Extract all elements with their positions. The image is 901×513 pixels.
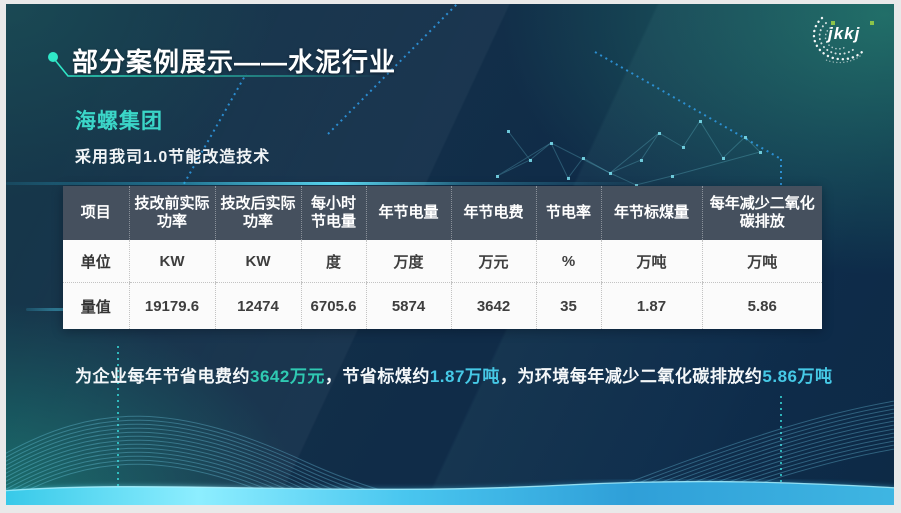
conclusion-segment: ，节省标煤约: [324, 367, 430, 386]
plexus-decoration: [496, 120, 762, 187]
table-header-row: 项目 技改前实际功率 技改后实际功率 每小时节电量 年节电量 年节电费 节电率 …: [63, 186, 822, 240]
unit-cell: KW: [214, 240, 301, 283]
header-cell: 每年减少二氧化碳排放: [701, 186, 822, 240]
logo-text: jkkj: [828, 24, 861, 43]
title-accent-icon: [48, 52, 380, 77]
unit-cell: 万元: [450, 240, 536, 283]
unit-cell: %: [535, 240, 601, 283]
unit-cell: KW: [128, 240, 215, 283]
unit-cell: 万度: [365, 240, 451, 283]
company-name: 海螺集团: [75, 110, 163, 133]
value-cell: 3642: [450, 282, 536, 329]
unit-cell: 万吨: [600, 240, 702, 283]
unit-cell: 度: [300, 240, 366, 283]
header-cell: 节电率: [535, 186, 601, 240]
case-table: 项目 技改前实际功率 技改后实际功率 每小时节电量 年节电量 年节电费 节电率 …: [63, 186, 822, 329]
slide-canvas: 部分案例展示——水泥行业 海螺集团 采用我司1.0节能改造技术 项目 技改前实际…: [6, 4, 894, 505]
table-row-values: 量值 19179.6 12474 6705.6 5874 3642 35 1.8…: [63, 282, 822, 329]
conclusion-text: 为企业每年节省电费约3642万元，节省标煤约1.87万吨，为环境每年减少二氧化碳…: [75, 362, 835, 387]
glow-line-top: [6, 182, 696, 185]
wave-decoration: [6, 399, 894, 505]
row-label: 量值: [63, 282, 129, 329]
highlight-value: 1.87万吨: [429, 367, 500, 386]
logo-green-dot: [831, 21, 835, 25]
header-cell: 年节标煤量: [600, 186, 702, 240]
table-row-units: 单位 KW KW 度 万度 万元 % 万吨 万吨: [63, 240, 822, 283]
header-cell: 技改后实际功率: [214, 186, 301, 240]
value-cell: 6705.6: [300, 282, 366, 329]
value-cell: 12474: [214, 282, 301, 329]
header-cell: 年节电量: [365, 186, 451, 240]
row-label: 单位: [63, 240, 129, 283]
logo-green-dot: [870, 21, 874, 25]
value-cell: 5.86: [701, 282, 822, 329]
header-cell: 年节电费: [450, 186, 536, 240]
unit-cell: 万吨: [701, 240, 822, 283]
logo-swirl-icon: [812, 16, 864, 64]
conclusion-segment: 为企业每年节省电费约: [75, 367, 250, 386]
value-cell: 19179.6: [128, 282, 215, 329]
jkkj-logo: jkkj: [802, 8, 886, 70]
value-cell: 1.87: [600, 282, 702, 329]
header-cell: 每小时节电量: [300, 186, 366, 240]
highlight-value: 5.86万吨: [762, 367, 833, 386]
header-cell: 项目: [63, 186, 129, 240]
value-cell: 5874: [365, 282, 451, 329]
conclusion-segment: ，为环境每年减少二氧化碳排放约: [499, 367, 763, 386]
header-cell: 技改前实际功率: [128, 186, 215, 240]
value-cell: 35: [535, 282, 601, 329]
title-block: 部分案例展示——水泥行业: [44, 34, 395, 99]
highlight-value: 3642万元: [250, 367, 325, 386]
technology-description: 采用我司1.0节能改造技术: [75, 149, 271, 166]
page-title: 部分案例展示——水泥行业: [72, 47, 397, 77]
